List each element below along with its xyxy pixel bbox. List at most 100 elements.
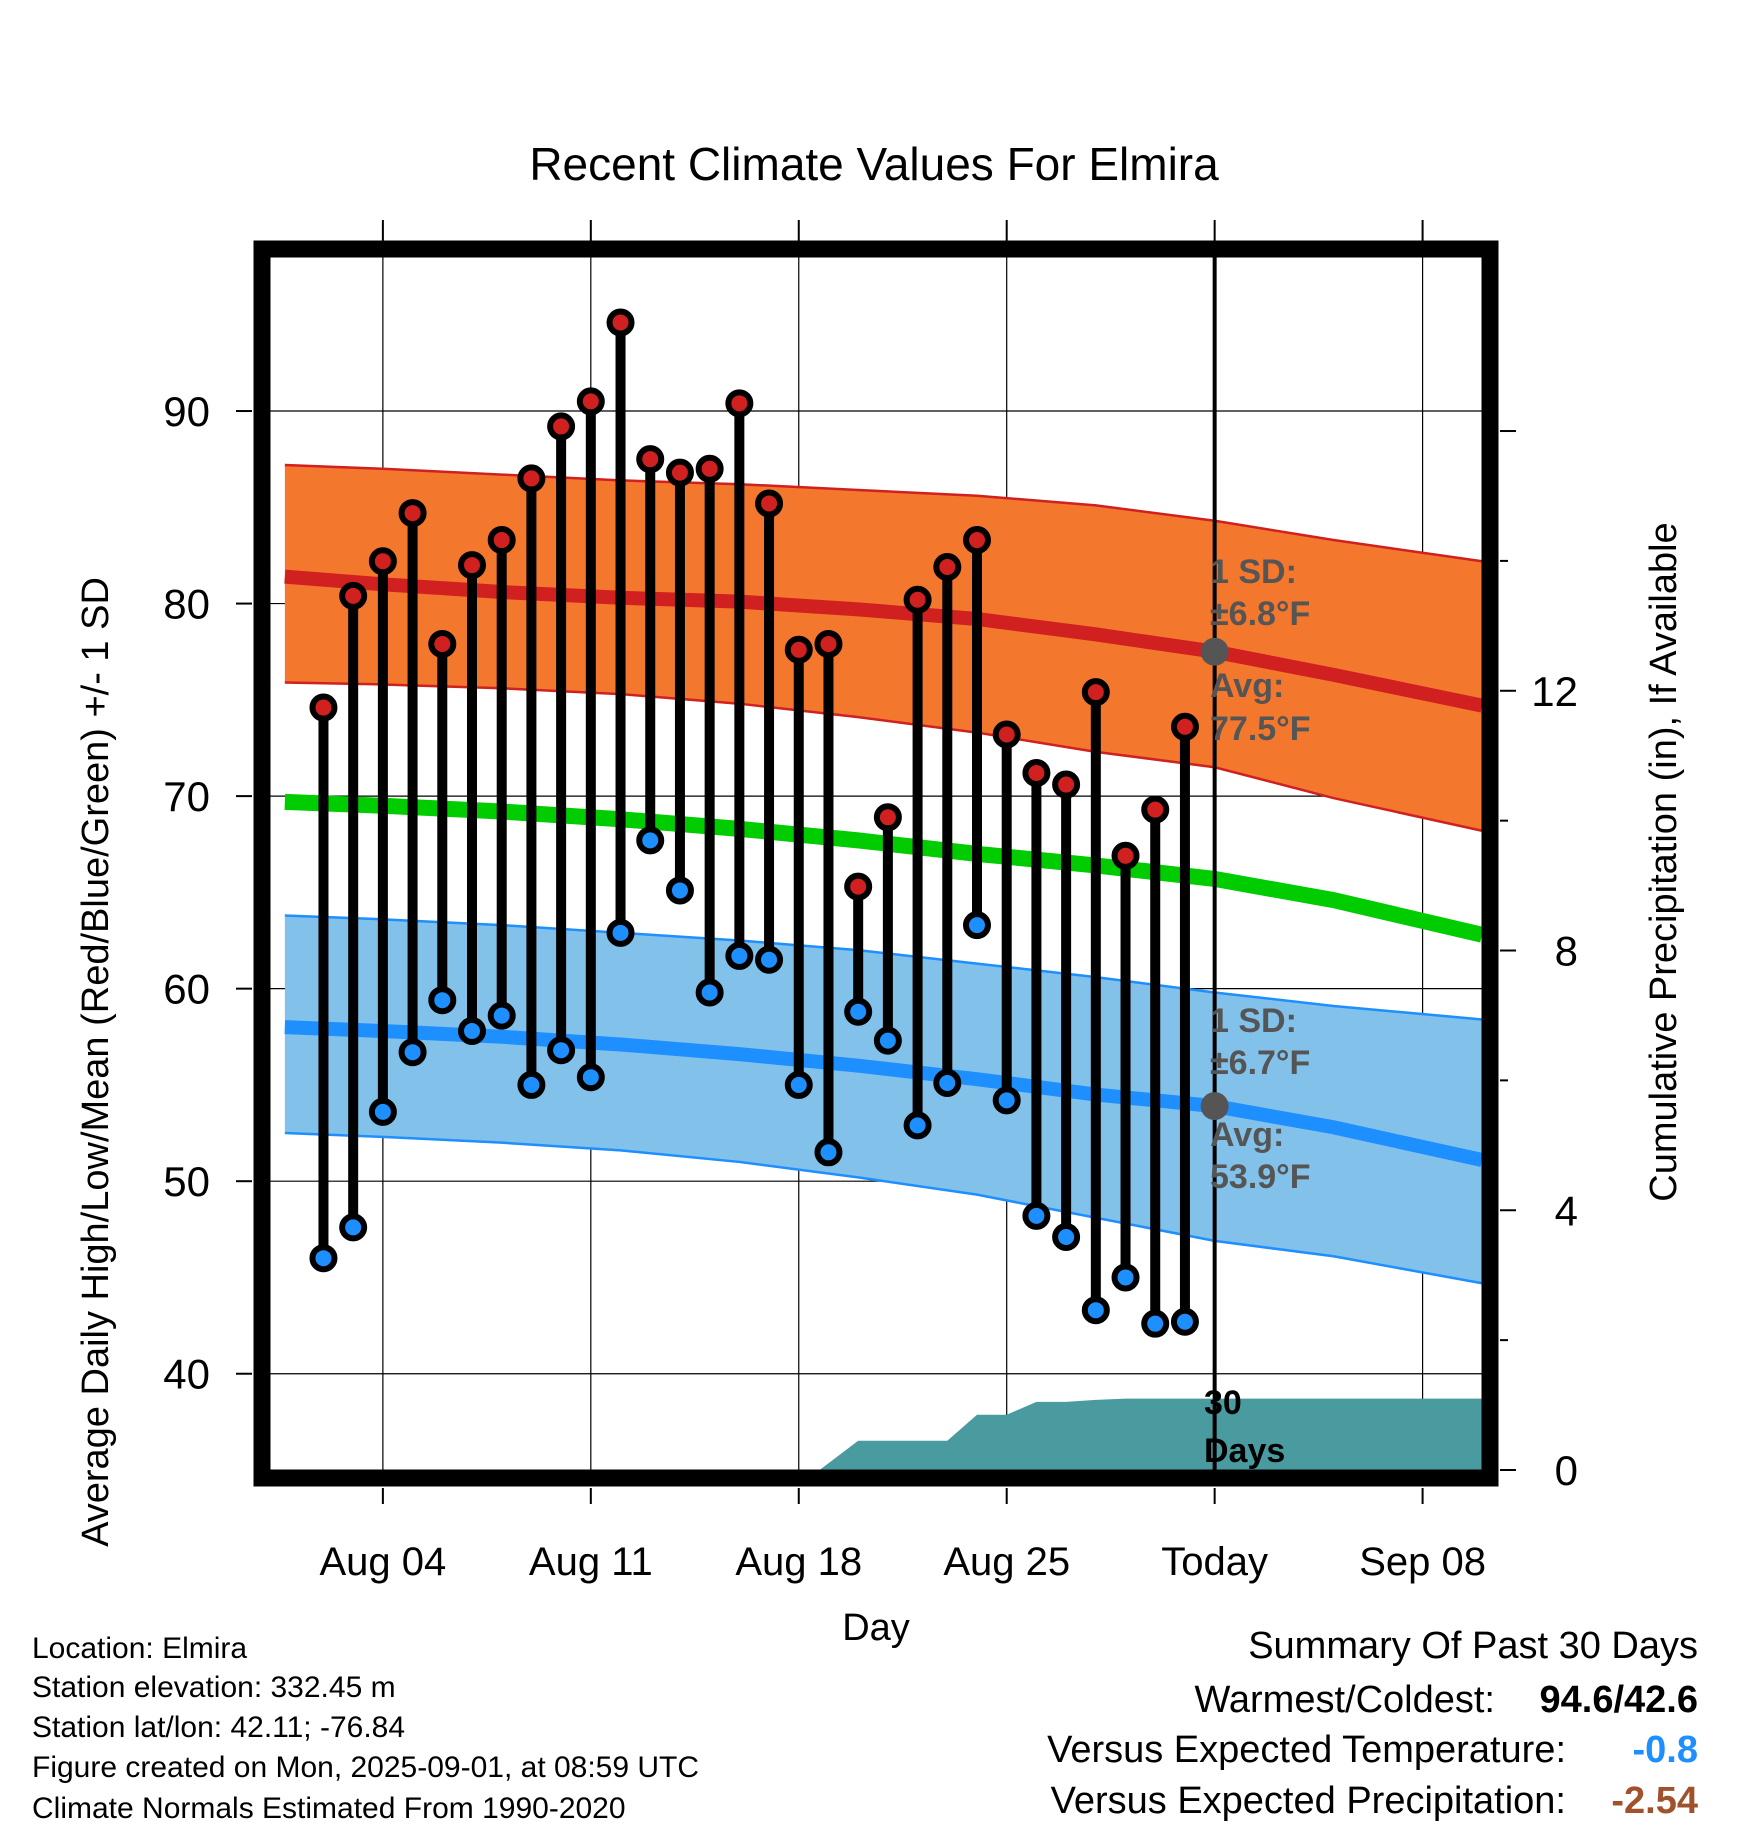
high-dot xyxy=(547,412,576,441)
low-dot xyxy=(517,1070,546,1099)
summary-temp-label: Versus Expected Temperature: xyxy=(1047,1729,1566,1771)
low-dot xyxy=(903,1111,932,1140)
footer-info: Location: Elmira Station elevation: 332.… xyxy=(32,1632,699,1825)
precip-fill xyxy=(819,1398,1482,1470)
high-dot xyxy=(576,387,605,416)
low-dot xyxy=(755,945,784,974)
summary-precip-value: -2.54 xyxy=(1611,1780,1698,1822)
plot-frame xyxy=(253,240,1499,1487)
x-axis-title: Day xyxy=(842,1607,910,1649)
low-dot xyxy=(844,997,873,1026)
y2-tick-label: 8 xyxy=(1555,928,1578,975)
summary-precip-label: Versus Expected Precipitation: xyxy=(1051,1780,1566,1822)
footer-latlon: Station lat/lon: 42.11; -76.84 xyxy=(32,1711,405,1744)
high-dot xyxy=(487,526,516,555)
high-dot xyxy=(458,551,486,580)
days-word-label: Days xyxy=(1204,1432,1285,1470)
low-dot xyxy=(963,911,991,940)
low-dot xyxy=(1022,1201,1051,1230)
low-dot xyxy=(428,986,457,1015)
high-dot xyxy=(844,872,873,901)
high-lower-edge xyxy=(284,681,1483,832)
y-tick-label: 80 xyxy=(163,581,210,628)
y-tick-label: 50 xyxy=(163,1158,210,1205)
low-dot xyxy=(458,1017,486,1046)
high-dot xyxy=(725,389,754,418)
low-avg-value: 53.9°F xyxy=(1210,1158,1311,1196)
y2-tick-label: 0 xyxy=(1555,1447,1578,1494)
today-marker xyxy=(1200,257,1229,1470)
high-dot xyxy=(903,585,932,614)
high-dot xyxy=(1022,759,1051,788)
annotations: 1 SD: ±6.8°F Avg: 77.5°F 1 SD: ±6.7°F Av… xyxy=(1204,553,1311,1470)
low-dot xyxy=(1111,1263,1140,1292)
low-sd-label: 1 SD: xyxy=(1210,1002,1297,1040)
daily-range-stems xyxy=(318,322,1190,1324)
low-dot xyxy=(487,1001,516,1030)
high-dot xyxy=(339,581,368,610)
low-dot xyxy=(873,1026,902,1055)
low-dot xyxy=(606,918,635,947)
low-dot xyxy=(1170,1307,1199,1336)
low-dot xyxy=(339,1213,368,1242)
low-lower-edge xyxy=(284,1131,1483,1285)
grid-lines xyxy=(270,257,1482,1470)
high-dot xyxy=(1111,841,1140,870)
low-sd-value: ±6.7°F xyxy=(1210,1044,1310,1082)
summary-warmest-value: 94.6/42.6 xyxy=(1540,1679,1698,1721)
footer-location: Location: Elmira xyxy=(32,1632,247,1665)
low-dot xyxy=(784,1070,813,1099)
x-tick-label: Aug 25 xyxy=(943,1540,1070,1584)
y2-tick-label: 12 xyxy=(1531,668,1578,715)
y-axis-title: Average Daily High/Low/Mean (Red/Blue/Gr… xyxy=(75,577,117,1547)
high-upper-edge xyxy=(284,463,1483,563)
low-dot xyxy=(1081,1296,1110,1325)
daily-dots xyxy=(309,308,1199,1338)
low-dot xyxy=(695,978,724,1007)
low-dot xyxy=(814,1138,843,1167)
footer-normals: Climate Normals Estimated From 1990-2020 xyxy=(32,1792,626,1825)
low-dot xyxy=(547,1036,576,1065)
y-tick-label: 60 xyxy=(163,966,210,1013)
high-dot xyxy=(755,489,784,518)
high-dot xyxy=(1141,795,1170,824)
high-sd-label: 1 SD: xyxy=(1210,553,1297,591)
low-dot xyxy=(1141,1309,1170,1338)
x-tick-label: Aug 11 xyxy=(529,1540,653,1584)
high-sd-value: ±6.8°F xyxy=(1210,595,1310,633)
low-avg-label: Avg: xyxy=(1210,1116,1284,1154)
days-count-label: 30 xyxy=(1204,1384,1242,1422)
high-dot xyxy=(517,464,546,493)
daily-mean-line xyxy=(284,793,1484,943)
axes: 40 50 60 70 80 90 0 4 8 12 Aug 04 Aug 11 Aug 18 Aug 2… xyxy=(163,220,1578,1584)
summary-temp-value: -0.8 xyxy=(1633,1729,1698,1771)
low-dot xyxy=(576,1063,605,1092)
high-dot xyxy=(695,454,724,483)
high-avg-label: Avg: xyxy=(1210,667,1284,705)
x-tick-label: Today xyxy=(1161,1540,1268,1584)
low-avg-marker xyxy=(1200,1092,1229,1121)
x-tick-label: Aug 04 xyxy=(319,1540,446,1584)
footer-elevation: Station elevation: 332.45 m xyxy=(32,1671,396,1704)
high-dot xyxy=(368,547,397,576)
low-dot xyxy=(1052,1223,1081,1252)
high-sd-band xyxy=(284,464,1483,831)
low-dot xyxy=(636,826,665,855)
high-dot xyxy=(606,308,635,337)
y2-axis-title: Cumulative Precipitation (in), If Availa… xyxy=(1643,522,1685,1201)
y-tick-label: 40 xyxy=(163,1351,210,1398)
high-dot xyxy=(963,526,991,555)
high-dot xyxy=(428,630,457,659)
high-dot xyxy=(814,630,843,659)
high-mean-line xyxy=(284,569,1484,713)
precipitation-area xyxy=(819,1398,1482,1470)
low-dot xyxy=(368,1097,397,1126)
summary-title: Summary Of Past 30 Days xyxy=(1248,1625,1698,1667)
x-tick-label: Sep 08 xyxy=(1359,1540,1486,1584)
summary-warmest-label: Warmest/Coldest: xyxy=(1194,1679,1495,1721)
y-tick-label: 70 xyxy=(163,773,210,820)
footer-created: Figure created on Mon, 2025-09-01, at 08… xyxy=(32,1751,699,1784)
high-dot xyxy=(784,635,813,664)
low-dot xyxy=(665,876,694,905)
